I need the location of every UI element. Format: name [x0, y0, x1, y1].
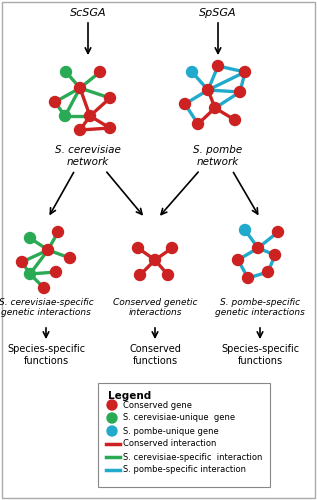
Circle shape — [243, 272, 254, 283]
Circle shape — [163, 270, 173, 280]
Text: S. cerevisiae-specific  interaction: S. cerevisiae-specific interaction — [123, 452, 262, 462]
Text: S. cerevisiae
network: S. cerevisiae network — [55, 145, 121, 167]
Circle shape — [74, 124, 86, 136]
Circle shape — [150, 254, 160, 266]
Text: Conserved gene: Conserved gene — [123, 400, 192, 409]
Circle shape — [230, 114, 241, 126]
Circle shape — [38, 282, 49, 294]
FancyBboxPatch shape — [98, 383, 270, 487]
Text: Conserved interaction: Conserved interaction — [123, 440, 217, 448]
Circle shape — [240, 224, 250, 235]
Circle shape — [74, 82, 86, 94]
Circle shape — [210, 102, 221, 114]
Circle shape — [60, 110, 70, 122]
Circle shape — [186, 66, 197, 78]
Text: SpSGA: SpSGA — [199, 8, 237, 18]
Circle shape — [212, 60, 223, 72]
Circle shape — [24, 268, 36, 280]
Circle shape — [232, 254, 243, 266]
Text: ScSGA: ScSGA — [70, 8, 106, 18]
Circle shape — [105, 122, 115, 134]
Circle shape — [253, 242, 263, 254]
Circle shape — [166, 242, 178, 254]
Circle shape — [133, 242, 144, 254]
Circle shape — [235, 86, 245, 98]
Circle shape — [107, 426, 117, 436]
Circle shape — [53, 226, 63, 237]
Circle shape — [50, 266, 61, 278]
Circle shape — [49, 96, 61, 108]
Circle shape — [105, 92, 115, 104]
Circle shape — [134, 270, 146, 280]
Circle shape — [269, 250, 281, 260]
FancyBboxPatch shape — [2, 2, 315, 498]
Circle shape — [262, 266, 274, 278]
Circle shape — [42, 244, 54, 256]
Circle shape — [16, 256, 28, 268]
Circle shape — [192, 118, 204, 130]
Text: S. pombe-specific interaction: S. pombe-specific interaction — [123, 466, 246, 474]
Circle shape — [107, 400, 117, 410]
Circle shape — [24, 232, 36, 243]
Text: S. pombe-unique gene: S. pombe-unique gene — [123, 426, 219, 436]
Circle shape — [179, 98, 191, 110]
Text: S. cerevisiae-unique  gene: S. cerevisiae-unique gene — [123, 414, 235, 422]
Circle shape — [107, 413, 117, 423]
Circle shape — [240, 66, 250, 78]
Text: Legend: Legend — [108, 391, 151, 401]
Text: Conserved genetic
interactions: Conserved genetic interactions — [113, 298, 197, 318]
Circle shape — [64, 252, 75, 264]
Text: Species-specific
functions: Species-specific functions — [7, 344, 85, 366]
Text: Species-specific
functions: Species-specific functions — [221, 344, 299, 366]
Circle shape — [85, 110, 95, 122]
Circle shape — [94, 66, 106, 78]
Circle shape — [273, 226, 283, 237]
Text: S. pombe-specific
genetic interactions: S. pombe-specific genetic interactions — [215, 298, 305, 318]
Text: S. pombe
network: S. pombe network — [193, 145, 243, 167]
Circle shape — [61, 66, 72, 78]
Text: S. cerevisiae-specific
genetic interactions: S. cerevisiae-specific genetic interacti… — [0, 298, 94, 318]
Circle shape — [203, 84, 214, 96]
Text: Conserved
functions: Conserved functions — [129, 344, 181, 366]
